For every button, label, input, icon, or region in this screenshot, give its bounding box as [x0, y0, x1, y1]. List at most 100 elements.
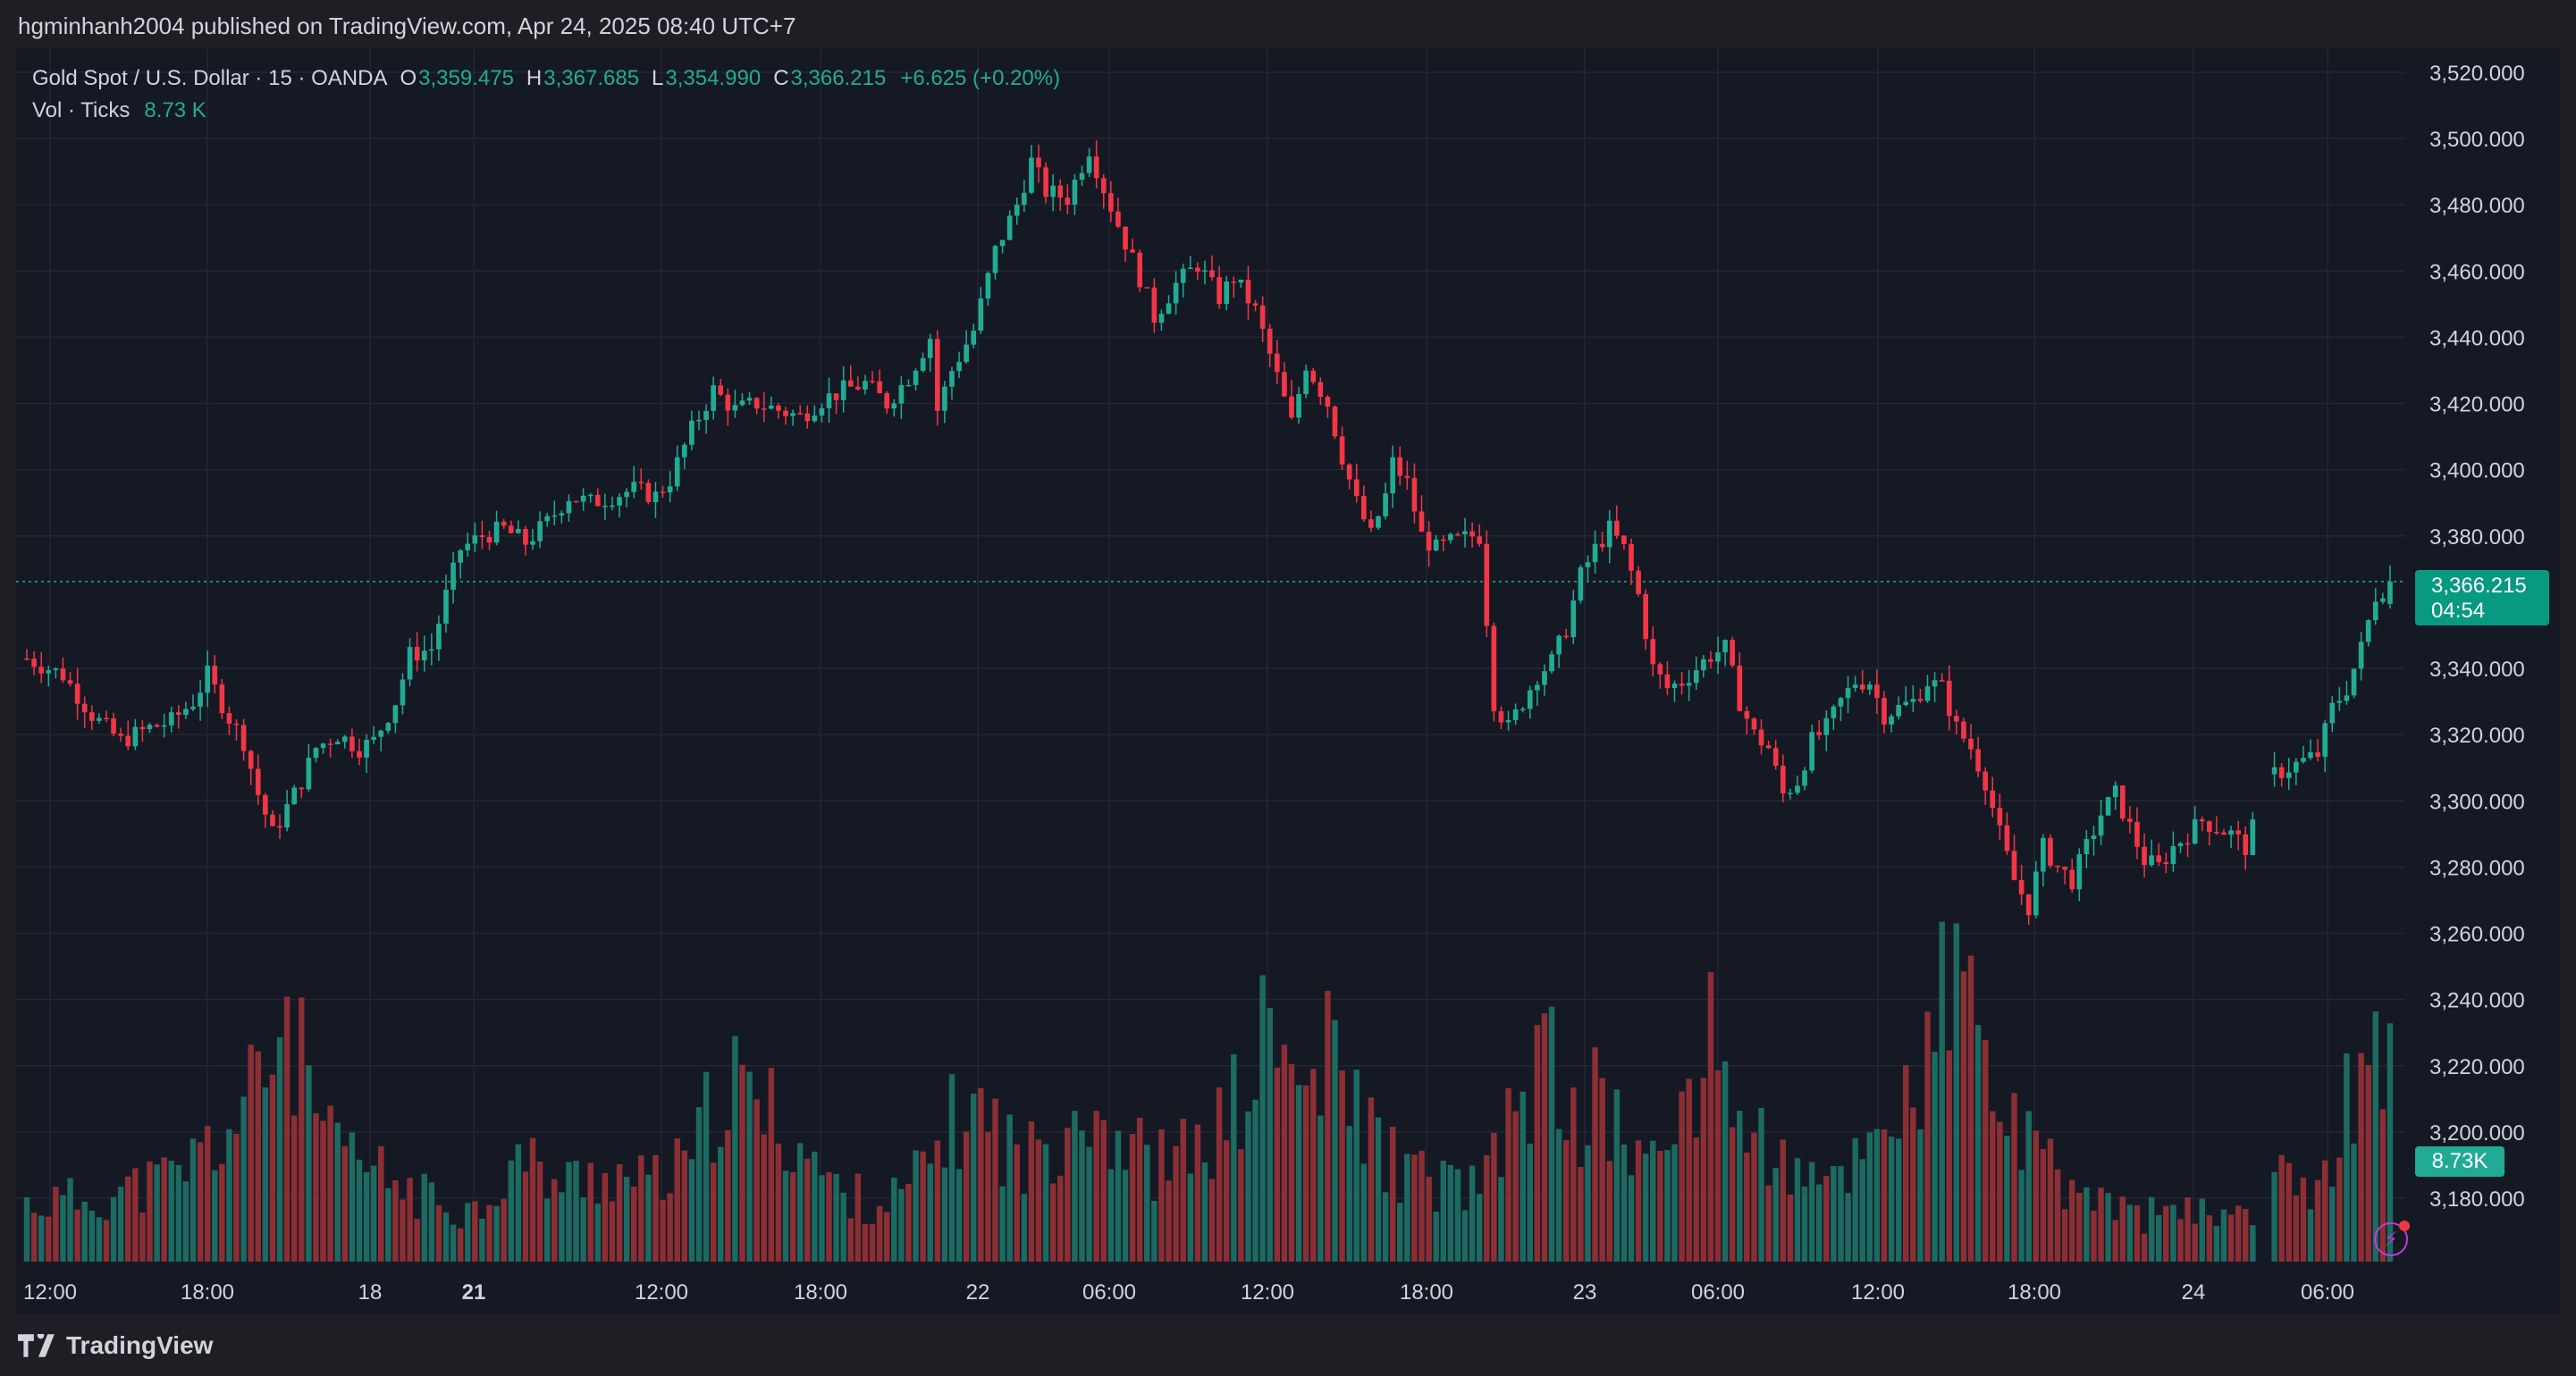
candle-body	[2336, 701, 2343, 703]
candle-body	[1137, 252, 1143, 288]
candle-body	[132, 726, 139, 747]
volume-bar	[1852, 1137, 1858, 1262]
lightning-icon[interactable]: ⚡	[2374, 1221, 2410, 1256]
volume-bar	[2358, 1053, 2364, 1262]
volume-bar	[1578, 1167, 1584, 1262]
volume-bar	[428, 1182, 435, 1262]
candle-body	[920, 357, 926, 371]
price-chart[interactable]: 3,520.000 3,500.000 3,480.000 3,460.000 3,44…	[16, 48, 2560, 1313]
volume-title[interactable]: Vol · Ticks	[32, 98, 130, 122]
candle-body	[97, 717, 102, 721]
candle-body	[1469, 531, 1475, 537]
candle-body	[797, 413, 804, 415]
volume-bar	[2314, 1179, 2321, 1262]
volume-bar	[515, 1144, 522, 1262]
candle-body	[1643, 593, 1648, 640]
grid-lines	[16, 48, 2404, 1263]
volume-bar	[154, 1164, 160, 1262]
candle-body	[364, 739, 369, 758]
volume-bar	[1353, 1070, 1360, 1262]
candle-body	[1679, 684, 1685, 686]
candle-body	[226, 713, 232, 724]
candle-body	[2156, 855, 2162, 862]
volume-bar	[1491, 1132, 1497, 1262]
volume-bar	[320, 1120, 326, 1262]
volume-bar	[1671, 1144, 1678, 1262]
candle-body	[934, 339, 940, 411]
volume-bar	[587, 1162, 593, 1262]
time-axis: 12:00 18:00 18 21 12:00 18:00 22 06:00 12:00 18:0…	[23, 1280, 2354, 1305]
candle-body	[2033, 871, 2039, 916]
candle-body	[631, 482, 637, 492]
volume-bar	[1035, 1139, 1042, 1262]
candle-body	[1043, 167, 1048, 197]
candle-body	[776, 405, 781, 411]
volume-bar	[2004, 1136, 2010, 1262]
candle-body	[898, 385, 905, 404]
volume-bar	[1664, 1150, 1671, 1262]
price-axis-label: 3,340.000	[2429, 658, 2525, 682]
candle-body	[863, 381, 868, 390]
volume-bar	[168, 1161, 174, 1262]
candle-body	[1158, 314, 1165, 323]
candle-body	[1086, 156, 1092, 173]
candle-body	[183, 709, 189, 715]
volume-bar	[1325, 990, 1331, 1262]
candle-body	[913, 370, 919, 385]
candle-body	[1896, 705, 1901, 717]
volume-bar	[2351, 1143, 2357, 1262]
candle-body	[486, 536, 492, 543]
volume-bar	[1541, 1012, 1548, 1262]
candle-body	[573, 500, 579, 503]
candle-body	[450, 562, 456, 591]
volume-bar	[479, 1218, 485, 1262]
candle-body	[942, 386, 947, 411]
price-axis: 3,520.000 3,500.000 3,480.000 3,460.000 3,44…	[2429, 62, 2525, 1212]
volume-bar	[1461, 1210, 1469, 1262]
candle-body	[1317, 382, 1324, 398]
candle-body	[847, 380, 854, 387]
volume-bar	[1310, 1069, 1317, 1262]
volume-bar	[407, 1178, 413, 1262]
candle-body	[1636, 570, 1641, 594]
candle-body	[2192, 818, 2198, 844]
candle-body	[334, 742, 341, 745]
candle-body	[81, 703, 88, 713]
volume-bar	[2119, 1196, 2126, 1262]
candle-body	[1968, 738, 1974, 750]
candle-body	[1180, 268, 1186, 283]
candle-body	[2025, 894, 2032, 916]
volume-bar	[1888, 1137, 1895, 1262]
volume-bar	[1187, 1173, 1194, 1262]
candle-body	[840, 380, 846, 400]
volume-bar	[630, 1187, 637, 1262]
volume-bar	[67, 1178, 73, 1262]
footer-bar	[0, 1313, 2576, 1376]
candle-body	[812, 415, 818, 422]
candle-body	[1014, 205, 1020, 216]
candle-body	[299, 787, 305, 790]
volume-bar	[1166, 1180, 1172, 1262]
volume-bar	[2084, 1187, 2090, 1262]
tradingview-brand[interactable]: TradingView	[18, 1331, 213, 1360]
volume-bar	[1946, 1050, 1952, 1262]
candle-body	[1173, 282, 1179, 304]
volume-bar	[1339, 1070, 1345, 1262]
candle-body	[624, 491, 629, 498]
chart-area[interactable]: 3,520.000 3,500.000 3,480.000 3,460.000 3,44…	[16, 48, 2560, 1313]
volume-bar	[920, 1151, 926, 1262]
volume-bar	[2344, 1053, 2350, 1262]
volume-bar	[1657, 1150, 1663, 1262]
volume-bar	[1722, 1061, 1729, 1262]
candle-body	[1426, 532, 1432, 551]
volume-bar	[1194, 1124, 1201, 1262]
volume-bar	[197, 1142, 204, 1262]
volume-bar	[117, 1187, 124, 1262]
symbol-title[interactable]: Gold Spot / U.S. Dollar · 15 · OANDA	[32, 66, 388, 90]
time-axis-label: 18:00	[794, 1280, 847, 1305]
candle-body	[1613, 520, 1620, 536]
candle-body	[1448, 533, 1453, 541]
volume-bar	[1505, 1087, 1511, 1262]
candle-body	[104, 717, 109, 719]
candle-body	[60, 668, 66, 681]
